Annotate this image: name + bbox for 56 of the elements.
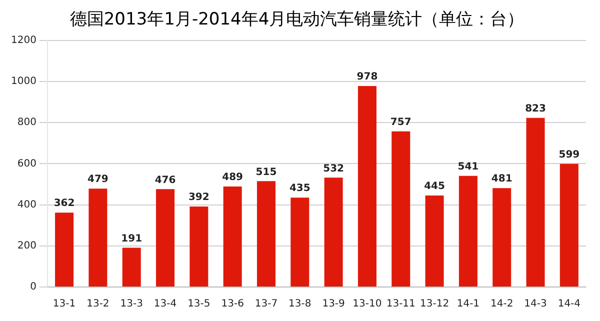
bar <box>358 86 376 286</box>
x-tick-label: 13-5 <box>188 298 210 310</box>
data-label: 476 <box>154 174 176 186</box>
data-label: 191 <box>121 233 142 244</box>
x-tick-label: 13-6 <box>221 298 244 310</box>
bar <box>223 186 242 286</box>
bar <box>425 196 444 286</box>
x-tick-label: 13-10 <box>352 298 382 310</box>
bar <box>492 188 512 286</box>
data-label: 489 <box>222 172 244 184</box>
data-label: 362 <box>54 198 75 210</box>
data-label: 435 <box>289 183 310 194</box>
data-label: 823 <box>525 103 546 114</box>
x-tick-label: 14-4 <box>558 298 581 310</box>
x-tick-label: 13-12 <box>420 298 450 310</box>
y-tick-label: 200 <box>17 240 36 252</box>
bar <box>156 189 175 286</box>
x-tick-label: 14-3 <box>524 298 547 310</box>
y-tick-label: 1200 <box>10 34 36 46</box>
data-label: 978 <box>356 72 378 83</box>
data-label: 479 <box>88 174 108 186</box>
chart-title: 德国2013年1月-2014年4月电动汽车销量统计（单位：台） <box>70 10 524 30</box>
bar <box>560 164 578 286</box>
x-tick-label: 13-11 <box>386 298 416 310</box>
bar <box>122 248 141 286</box>
bar <box>55 212 74 286</box>
data-label: 532 <box>323 163 344 174</box>
bar <box>324 178 343 286</box>
y-tick-label: 400 <box>17 199 36 210</box>
data-label: 599 <box>558 150 580 160</box>
data-label: 515 <box>256 166 277 178</box>
x-tick-label: 14-1 <box>456 298 480 310</box>
data-label: 757 <box>390 117 412 128</box>
x-tick-label: 13-9 <box>322 298 345 310</box>
y-tick-label: 800 <box>17 117 36 128</box>
x-tick-label: 13-3 <box>120 298 143 310</box>
data-label: 481 <box>491 174 512 185</box>
x-tick-label: 13-1 <box>52 298 76 310</box>
x-tick-label: 14-2 <box>490 298 514 310</box>
bar <box>256 181 276 286</box>
x-tick-label: 13-8 <box>288 298 312 310</box>
bar <box>392 131 410 286</box>
data-label: 445 <box>424 181 446 192</box>
data-label: 392 <box>188 192 210 204</box>
bar <box>290 198 310 286</box>
x-tick-label: 13-4 <box>154 298 177 310</box>
y-tick-label: 0 <box>30 282 36 293</box>
y-tick-label: 1000 <box>10 76 36 88</box>
bar <box>526 118 545 286</box>
bar <box>190 206 208 286</box>
x-tick-label: 13-2 <box>86 298 110 310</box>
bar <box>88 188 108 286</box>
data-label: 541 <box>458 161 479 172</box>
x-tick-label: 13-7 <box>254 298 278 310</box>
y-tick-label: 600 <box>17 158 36 170</box>
bar <box>458 176 478 286</box>
